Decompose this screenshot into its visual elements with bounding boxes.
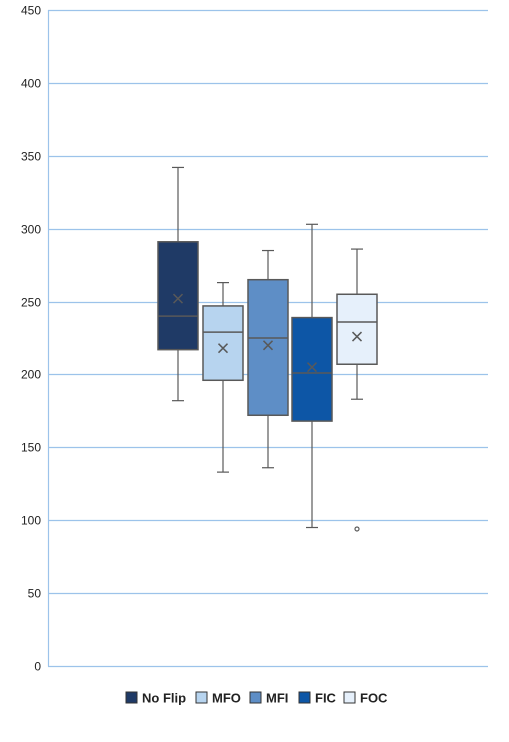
- y-tick-label: 250: [21, 296, 41, 310]
- legend-swatch: [125, 691, 138, 704]
- mean-marker: [172, 293, 184, 304]
- legend-label: No Flip: [142, 691, 186, 706]
- y-tick-label: 100: [21, 514, 41, 528]
- y-tick-label: 450: [21, 4, 41, 18]
- legend-item-mfi: MFI: [249, 691, 288, 706]
- legend-label: FIC: [315, 691, 337, 706]
- box-no-flip: [157, 166, 199, 402]
- y-tick-label: 150: [21, 441, 41, 455]
- boxes: [157, 166, 378, 532]
- legend-item-mfo: MFO: [195, 691, 241, 706]
- box-fic: [291, 223, 333, 529]
- box-body: [336, 293, 378, 365]
- mean-marker: [217, 343, 229, 354]
- box-mfi: [247, 249, 289, 469]
- y-tick-label: 0: [34, 660, 41, 674]
- legend-swatch: [249, 691, 262, 704]
- y-tick-label: 350: [21, 150, 41, 164]
- legend-item-fic: FIC: [298, 691, 337, 706]
- box-body: [202, 305, 244, 382]
- y-tick-label: 50: [28, 587, 42, 601]
- legend-label: MFI: [266, 691, 288, 706]
- legend-item-foc: FOC: [343, 691, 388, 706]
- y-tick-label: 200: [21, 368, 41, 382]
- y-tick-label: 400: [21, 77, 41, 91]
- box-body: [157, 241, 199, 351]
- legend-item-no-flip: No Flip: [125, 691, 186, 706]
- box-mfo: [202, 282, 244, 473]
- legend-swatch: [195, 691, 208, 704]
- legend-swatch: [343, 691, 356, 704]
- y-axis: 0 50 100 150 200 250 300 350 400 450: [21, 4, 50, 674]
- box-foc: [336, 248, 378, 532]
- mean-marker: [262, 340, 274, 351]
- box-body: [291, 316, 333, 422]
- outlier-point: [354, 526, 360, 532]
- y-tick-label: 300: [21, 223, 41, 237]
- legend-label: MFO: [212, 691, 241, 706]
- legend-label: FOC: [360, 691, 388, 706]
- legend: No Flip MFO MFI FIC FOC: [125, 691, 388, 706]
- legend-swatch: [298, 691, 311, 704]
- box-body: [247, 278, 289, 417]
- mean-marker: [306, 362, 318, 373]
- mean-marker: [351, 331, 363, 342]
